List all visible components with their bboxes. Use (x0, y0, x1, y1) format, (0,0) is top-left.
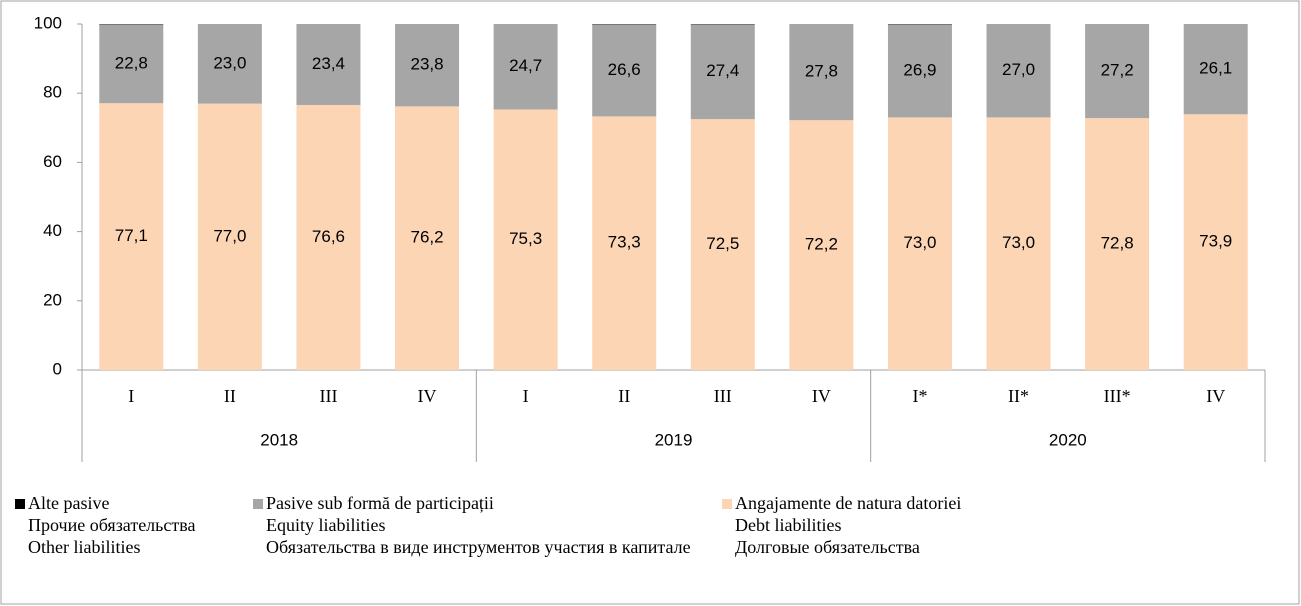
data-label: 72,8 (1101, 234, 1134, 253)
bar-segment (592, 24, 657, 117)
group-label: 2019 (655, 430, 693, 449)
bar-segment (1183, 114, 1248, 370)
bar-segment (395, 24, 460, 107)
legend-swatch (15, 499, 25, 509)
x-tick-label: I (128, 386, 134, 406)
bar-segment (395, 106, 460, 371)
group-label: 2018 (260, 430, 298, 449)
bar-segment (986, 24, 1051, 118)
legend-label: Pasive sub formă de participații (266, 493, 494, 513)
data-label: 73,9 (1199, 232, 1232, 251)
bar-segment (296, 104, 361, 371)
legend-swatch (722, 499, 732, 509)
data-label: 76,6 (312, 227, 345, 246)
bar-segment (99, 103, 164, 370)
x-tick-label: III (319, 386, 337, 406)
x-tick-label: II (618, 386, 630, 406)
x-tick-label: I* (912, 386, 927, 406)
bar-segment (296, 24, 361, 105)
data-label: 27,2 (1101, 61, 1134, 80)
data-label: 23,0 (213, 53, 246, 72)
data-label: 27,4 (706, 61, 739, 80)
x-tick-label: III* (1104, 386, 1131, 406)
bar-segment (197, 103, 262, 370)
y-tick-label: 0 (53, 359, 62, 378)
y-tick-label: 100 (34, 13, 62, 32)
bar-segment (690, 24, 755, 120)
data-label: 75,3 (509, 229, 542, 248)
y-tick-label: 60 (43, 152, 62, 171)
data-label: 77,1 (115, 226, 148, 245)
legend-label: Debt liabilities (735, 515, 841, 535)
data-label: 72,2 (805, 235, 838, 254)
data-label: 77,0 (213, 226, 246, 245)
legend-label: Equity liabilities (266, 515, 386, 535)
legend-label: Alte pasive (28, 493, 109, 513)
bar-segment (493, 109, 558, 370)
data-label: 73,0 (1002, 233, 1035, 252)
data-label: 72,5 (706, 234, 739, 253)
data-label: 22,8 (115, 53, 148, 72)
data-label: 26,1 (1199, 59, 1232, 78)
legend-label: Долговые обязательства (735, 537, 920, 557)
x-tick-label: IV (1206, 386, 1225, 406)
x-tick-label: I (523, 386, 529, 406)
legend-label: Angajamente de natura datoriei (735, 493, 961, 513)
legend-label: Прочие обязательства (28, 515, 195, 535)
legend-label: Other liabilities (28, 537, 140, 557)
y-tick-label: 20 (43, 290, 62, 309)
bar-segment (1183, 24, 1248, 115)
y-tick-label: 40 (43, 221, 62, 240)
bar-segment (789, 24, 854, 121)
data-label: 73,0 (903, 233, 936, 252)
x-tick-label: IV (418, 386, 437, 406)
legend-swatch (253, 499, 263, 509)
bar-segment (986, 117, 1051, 370)
bar-segment (1085, 118, 1150, 370)
y-tick-label: 80 (43, 83, 62, 102)
legend-label: Обязательства в виде инструментов участи… (266, 537, 691, 557)
bar-segment (592, 116, 657, 370)
bar-segment (887, 117, 952, 370)
bar-segment (887, 24, 952, 118)
data-label: 24,7 (509, 56, 542, 75)
group-label: 2020 (1049, 430, 1087, 449)
bar-segment (99, 24, 164, 104)
data-label: 76,2 (410, 228, 443, 247)
bar-segment (789, 120, 854, 370)
x-tick-label: III (714, 386, 732, 406)
x-tick-label: II (224, 386, 236, 406)
data-label: 23,8 (410, 55, 443, 74)
data-label: 27,0 (1002, 60, 1035, 79)
bar-segment (197, 24, 262, 104)
bar-segment (690, 119, 755, 371)
bar-segment (1085, 24, 1150, 119)
bar-segment (493, 24, 558, 110)
x-tick-label: II* (1008, 386, 1029, 406)
data-label: 23,4 (312, 54, 345, 73)
x-tick-label: IV (812, 386, 831, 406)
data-label: 26,9 (903, 60, 936, 79)
data-label: 73,3 (608, 233, 641, 252)
data-label: 26,6 (608, 60, 641, 79)
data-label: 27,8 (805, 62, 838, 81)
